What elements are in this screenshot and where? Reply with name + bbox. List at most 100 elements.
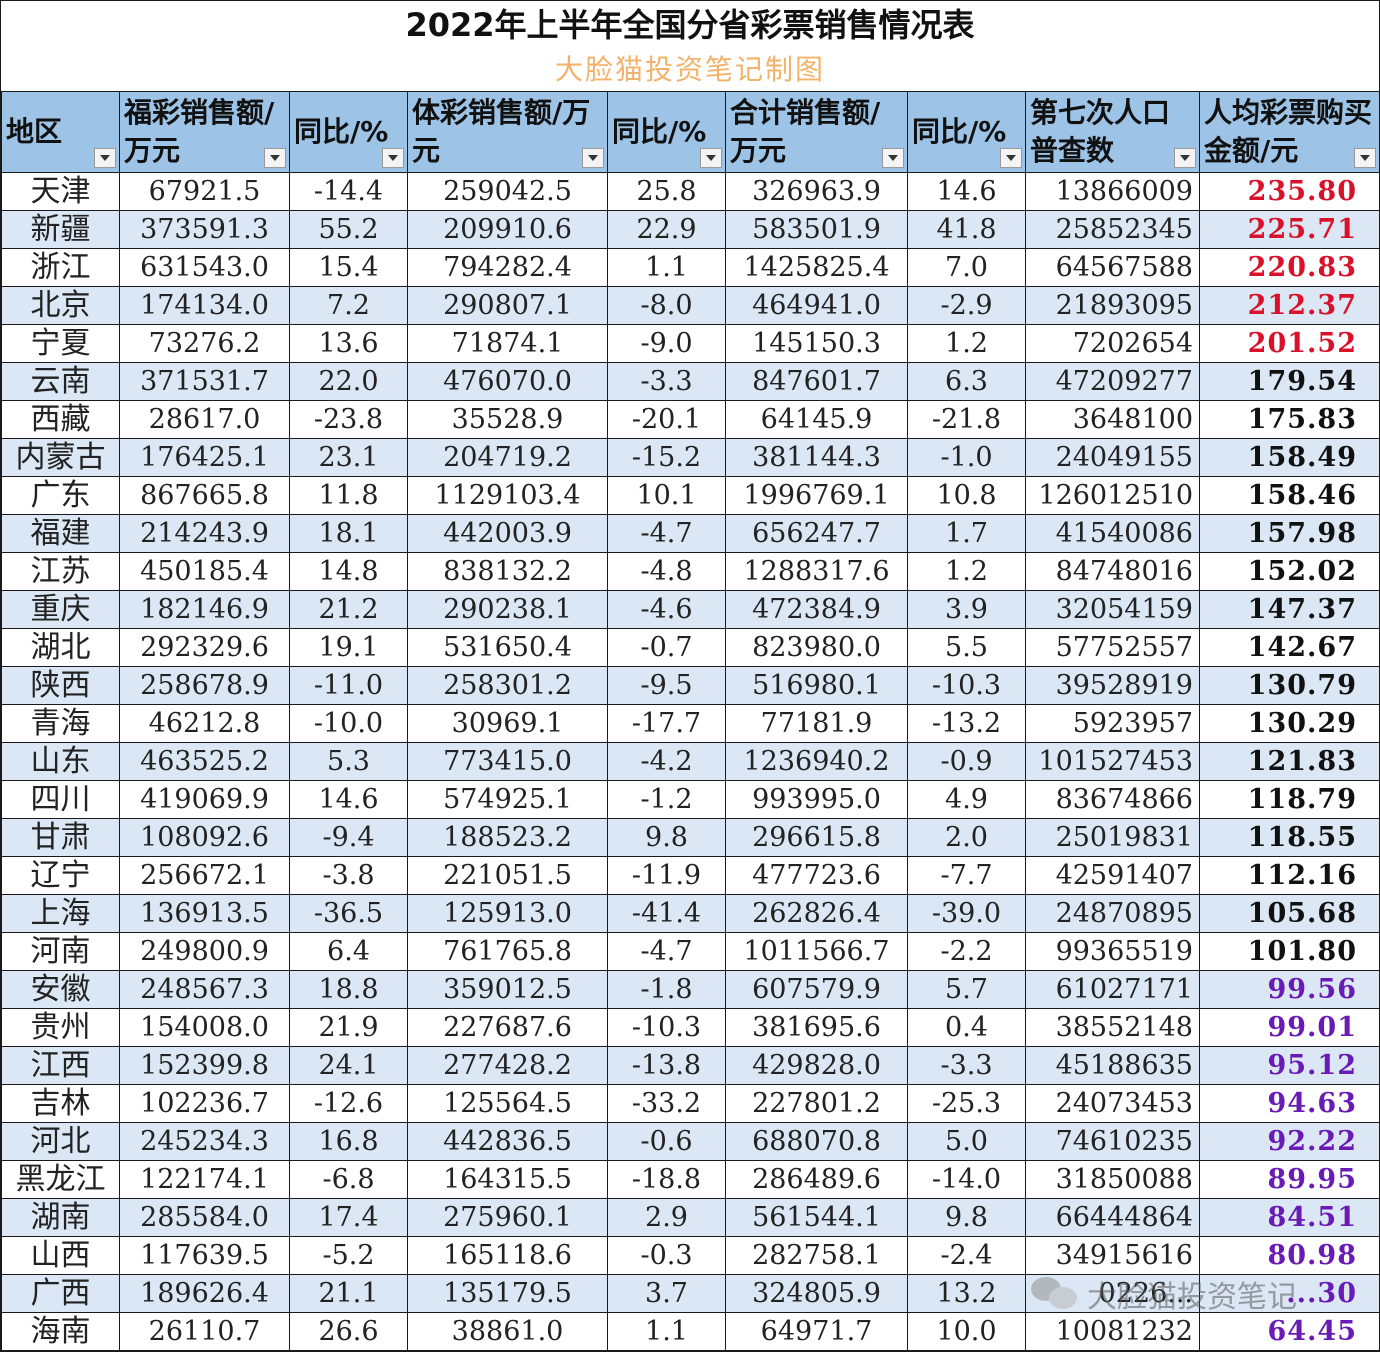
table-cell: 158.46 [1199,476,1380,515]
table-cell: 227687.6 [407,1008,608,1047]
table-cell: 102236.7 [119,1084,290,1123]
table-cell: 464941.0 [725,286,908,325]
table-row: 山西 117639.5 -5.2 165118.6 -0.3 282758.1 -2.4 34… [1,1236,1380,1275]
table-cell: 海南 [1,1312,120,1351]
table-cell: -3.3 [907,1046,1026,1085]
table-cell: 14.6 [289,780,408,819]
filter-dropdown-icon[interactable] [700,148,722,168]
table-cell: 24049155 [1025,438,1200,477]
header-per-capita: 人均彩票购买金额/元 [1199,91,1380,173]
header-population: 第七次人口普查数 [1025,91,1200,173]
table-cell: -18.8 [607,1160,726,1199]
table-cell: 74610235 [1025,1122,1200,1161]
table-row: 上海 136913.5 -36.5 125913.0 -41.4 262826.4 -39.… [1,894,1380,933]
table-cell: 17.4 [289,1198,408,1237]
filter-dropdown-icon[interactable] [382,148,404,168]
table-cell: 5.7 [907,970,1026,1009]
table-cell: 北京 [1,286,120,325]
table-cell: 上海 [1,894,120,933]
table-cell: 125564.5 [407,1084,608,1123]
table-cell: 26.6 [289,1312,408,1351]
table-cell: 324805.9 [725,1274,908,1313]
table-cell: 32054159 [1025,590,1200,629]
table-cell: -4.7 [607,514,726,553]
table-cell: 656247.7 [725,514,908,553]
table-cell: 2.0 [907,818,1026,857]
table-cell: 838132.2 [407,552,608,591]
table-cell: 118.55 [1199,818,1380,857]
table-cell: 陕西 [1,666,120,705]
table-cell: -1.8 [607,970,726,1009]
table-cell: 1011566.7 [725,932,908,971]
table-cell: 227801.2 [725,1084,908,1123]
table-cell: 285584.0 [119,1198,290,1237]
table-row: 广西 189626.4 21.1 135179.5 3.7 324805.9 13.2 022… [1,1274,1380,1313]
table-cell: 122174.1 [119,1160,290,1199]
table-cell: 381695.6 [725,1008,908,1047]
table-cell: 77181.9 [725,704,908,743]
table-cell: 9.8 [907,1198,1026,1237]
table-cell: 583501.9 [725,210,908,249]
table-cell: -0.6 [607,1122,726,1161]
table-cell: 220.83 [1199,248,1380,287]
filter-dropdown-icon[interactable] [1000,148,1022,168]
table-cell: -8.0 [607,286,726,325]
table-cell: 江西 [1,1046,120,1085]
table-cell: -0.9 [907,742,1026,781]
filter-dropdown-icon[interactable] [882,148,904,168]
table-cell: 青海 [1,704,120,743]
table-cell: 重庆 [1,590,120,629]
lottery-sales-table: 地区 福彩销售额/万元 同比/% 体彩销售额/万元 同比/% 合计销售额/万元 … [1,91,1380,1351]
table-row: 北京 174134.0 7.2 290807.1 -8.0 464941.0 -2.9 218… [1,286,1380,325]
table-cell: 145150.3 [725,324,908,363]
table-cell: 631543.0 [119,248,290,287]
table-cell: -4.7 [607,932,726,971]
filter-dropdown-icon[interactable] [1174,148,1196,168]
table-cell: 373591.3 [119,210,290,249]
table-cell: 256672.1 [119,856,290,895]
table-cell: 249800.9 [119,932,290,971]
table-cell: -10.3 [907,666,1026,705]
table-cell: -14.4 [289,172,408,211]
table-cell: -12.6 [289,1084,408,1123]
table-cell: 209910.6 [407,210,608,249]
table-cell: 山西 [1,1236,120,1275]
table-cell: -25.3 [907,1084,1026,1123]
table-row: 河北 245234.3 16.8 442836.5 -0.6 688070.8 5.0 746… [1,1122,1380,1161]
table-cell: 83674866 [1025,780,1200,819]
table-row: 陕西 258678.9 -11.0 258301.2 -9.5 516980.1 -10.3… [1,666,1380,705]
table-row: 四川 419069.9 14.6 574925.1 -1.2 993995.0 4.9 836… [1,780,1380,819]
table-cell: 142.67 [1199,628,1380,667]
table-cell: -5.2 [289,1236,408,1275]
table-row: 湖北 292329.6 19.1 531650.4 -0.7 823980.0 5.5 577… [1,628,1380,667]
table-cell: -6.8 [289,1160,408,1199]
header-label: 福彩销售额/万元 [124,96,275,167]
table-cell: 23.1 [289,438,408,477]
table-cell: 847601.7 [725,362,908,401]
filter-dropdown-icon[interactable] [582,148,604,168]
table-cell: 867665.8 [119,476,290,515]
table-cell: 广西 [1,1274,120,1313]
table-cell: 64.45 [1199,1312,1380,1351]
table-cell: 1.1 [607,248,726,287]
table-cell: -10.3 [607,1008,726,1047]
table-row: 贵州 154008.0 21.9 227687.6 -10.3 381695.6 0.4 38… [1,1008,1380,1047]
header-row: 地区 福彩销售额/万元 同比/% 体彩销售额/万元 同比/% 合计销售额/万元 … [1,91,1380,173]
table-cell: 477723.6 [725,856,908,895]
table-cell: 67921.5 [119,172,290,211]
table-cell: 262826.4 [725,894,908,933]
table-cell: 22.0 [289,362,408,401]
header-sports-sales: 体彩销售额/万元 [407,91,608,173]
table-cell: 内蒙古 [1,438,120,477]
table-cell: 64145.9 [725,400,908,439]
table-cell: 19.1 [289,628,408,667]
table-cell: 1.2 [907,324,1026,363]
table-cell: 5.5 [907,628,1026,667]
table-cell: 158.49 [1199,438,1380,477]
filter-dropdown-icon[interactable] [1354,148,1376,168]
table-cell: 688070.8 [725,1122,908,1161]
table-cell: 宁夏 [1,324,120,363]
filter-dropdown-icon[interactable] [264,148,286,168]
table-cell: 95.12 [1199,1046,1380,1085]
filter-dropdown-icon[interactable] [94,148,116,168]
